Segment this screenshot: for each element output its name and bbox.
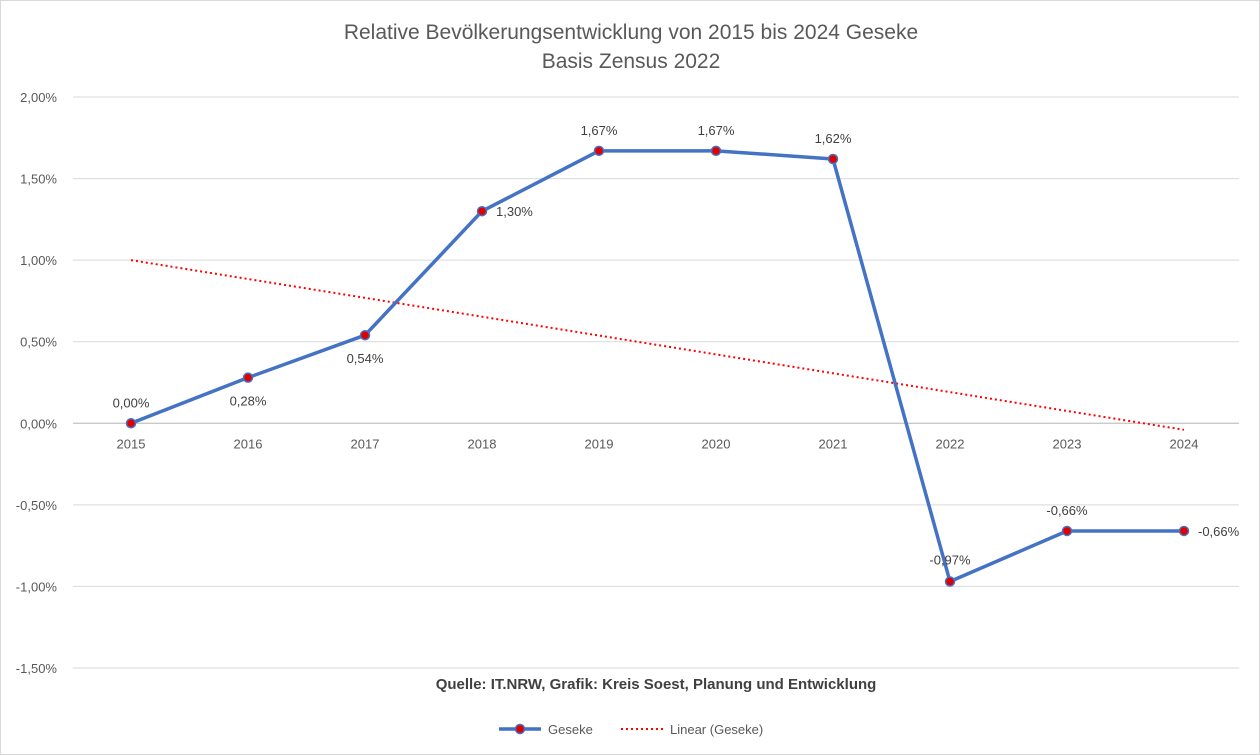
- x-axis: 2015 2016 2017 2018 2019 2020 2021 2022 2023 2024: [73, 422, 1239, 451]
- y-tick-label: 1,00%: [20, 253, 57, 268]
- data-point: [710, 145, 722, 157]
- trendline: [130, 259, 1185, 431]
- x-tick-label: 2015: [117, 436, 146, 451]
- x-tick-label: 2024: [1170, 436, 1199, 451]
- data-label: 1,67%: [581, 123, 618, 138]
- data-label: 0,00%: [113, 395, 150, 410]
- x-tick-label: 2016: [234, 436, 263, 451]
- y-tick-label: 0,00%: [20, 416, 57, 431]
- legend-label-trend: Linear (Geseke): [670, 722, 763, 737]
- data-labels: 0,00% 0,28% 0,54% 1,30% 1,67% 1,67% 1,62% -0,97…: [113, 123, 1240, 568]
- legend-marker: [514, 723, 526, 735]
- data-label: 0,54%: [347, 351, 384, 366]
- data-point: [359, 329, 371, 341]
- y-tick-label: -1,00%: [16, 579, 58, 594]
- chart-subtitle: Basis Zensus 2022: [542, 50, 721, 73]
- data-label: 1,67%: [698, 123, 735, 138]
- data-point: [827, 153, 839, 165]
- data-point: [125, 418, 137, 429]
- x-tick-label: 2021: [819, 436, 848, 451]
- data-point: [944, 576, 956, 587]
- series-layer: [125, 145, 1190, 587]
- y-tick-label: -1,50%: [16, 661, 58, 676]
- x-tick-label: 2023: [1053, 436, 1082, 451]
- y-tick-label: 2,00%: [20, 90, 57, 105]
- data-label: 1,30%: [496, 204, 533, 219]
- x-tick-label: 2022: [936, 436, 965, 451]
- x-tick-label: 2020: [702, 436, 731, 451]
- x-tick-label: 2017: [351, 436, 380, 451]
- legend: Geseke Linear (Geseke): [499, 722, 763, 737]
- legend-label-geseke: Geseke: [548, 722, 593, 737]
- y-tick-label: 0,50%: [20, 335, 57, 350]
- data-point: [593, 145, 605, 157]
- data-point: [476, 205, 488, 217]
- data-point: [1061, 525, 1073, 537]
- source-note: Quelle: IT.NRW, Grafik: Kreis Soest, Pla…: [436, 676, 877, 693]
- data-point: [1178, 525, 1190, 537]
- data-label: -0,66%: [1198, 524, 1240, 539]
- y-axis: 2,00% 1,50% 1,00% 0,50% 0,00% -0,50% -1,00% -1,…: [16, 90, 58, 676]
- y-tick-label: 1,50%: [20, 172, 57, 187]
- x-tick-label: 2019: [585, 436, 614, 451]
- trendline-layer: [130, 259, 1185, 431]
- y-tick-label: -0,50%: [16, 498, 58, 513]
- data-point: [242, 372, 254, 383]
- series-line-geseke: [130, 149, 1184, 584]
- data-label: 1,62%: [815, 131, 852, 146]
- x-tick-label: 2018: [468, 436, 497, 451]
- data-label: -0,97%: [929, 553, 971, 568]
- data-label: 0,28%: [230, 394, 267, 409]
- chart-title: Relative Bevölkerungsentwicklung von 201…: [344, 21, 918, 44]
- data-label: -0,66%: [1046, 503, 1088, 518]
